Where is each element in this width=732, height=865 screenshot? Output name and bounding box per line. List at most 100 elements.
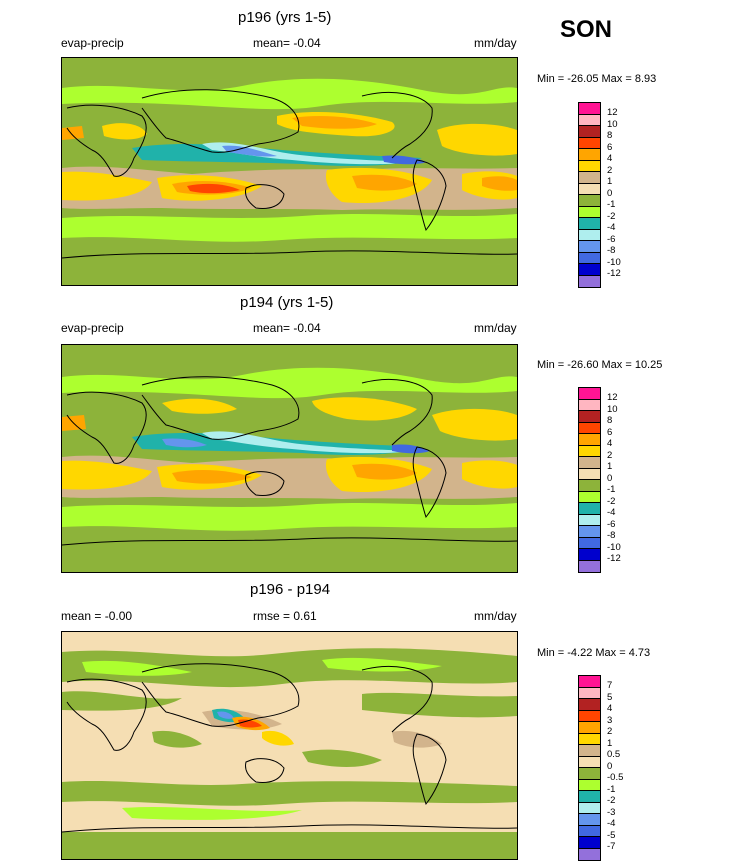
colorbar-swatch <box>579 195 600 207</box>
colorbar-swatch <box>579 229 600 241</box>
panel2-title: p194 (yrs 1-5) <box>240 294 334 311</box>
colorbar-label: 6 <box>607 141 613 153</box>
colorbar-swatch <box>579 252 600 264</box>
colorbar-label: 2 <box>607 449 613 461</box>
colorbar-label: 1 <box>607 461 613 472</box>
colorbar-swatch <box>579 814 600 826</box>
panel1-minmax: Min = -26.05 Max = 8.93 <box>537 73 657 85</box>
panel3-minmax: Min = -4.22 Max = 4.73 <box>537 647 651 659</box>
colorbar-swatch <box>579 457 600 469</box>
colorbar-label: -1 <box>607 199 616 210</box>
colorbar-label: -5 <box>607 829 616 841</box>
colorbar-label: 0.5 <box>607 749 621 760</box>
colorbar-swatch <box>579 183 600 195</box>
panel1-colorbar <box>578 102 601 288</box>
season-label: SON <box>560 16 613 43</box>
colorbar-swatch <box>579 480 600 492</box>
colorbar-label: -4 <box>607 818 616 829</box>
colorbar-swatch <box>579 160 600 172</box>
colorbar-swatch <box>579 791 600 803</box>
colorbar-label: 5 <box>607 691 613 703</box>
colorbar-label: 4 <box>607 703 613 714</box>
colorbar-label: -10 <box>607 541 621 553</box>
colorbar-swatch <box>579 745 600 757</box>
panel1-variable-label: evap-precip <box>61 36 124 50</box>
colorbar-swatch <box>579 206 600 218</box>
colorbar-label: -1 <box>607 484 616 495</box>
colorbar-swatch <box>579 218 600 230</box>
colorbar-swatch <box>579 733 600 745</box>
colorbar-swatch <box>579 149 600 161</box>
colorbar-swatch <box>579 560 600 572</box>
colorbar-label: 8 <box>607 415 613 426</box>
colorbar-swatch <box>579 514 600 526</box>
panel2-minmax: Min = -26.60 Max = 10.25 <box>537 359 663 371</box>
colorbar-label: 10 <box>607 403 618 415</box>
panel1-title: p196 (yrs 1-5) <box>238 9 332 26</box>
colorbar-label: 12 <box>607 107 618 118</box>
panel1-mean-label: mean= -0.04 <box>253 36 321 50</box>
panel2-mean-label: mean= -0.04 <box>253 321 321 335</box>
colorbar-label: -0.5 <box>607 772 624 783</box>
colorbar-swatch <box>579 676 600 688</box>
colorbar-label: -8 <box>607 245 616 256</box>
colorbar-swatch <box>579 434 600 446</box>
colorbar-swatch <box>579 503 600 515</box>
colorbar-swatch <box>579 756 600 768</box>
colorbar-label: -3 <box>607 806 616 818</box>
colorbar-swatch <box>579 768 600 780</box>
colorbar-swatch <box>579 126 600 138</box>
panel2-map <box>61 344 518 573</box>
colorbar-swatch <box>579 399 600 411</box>
colorbar-label: -2 <box>607 210 616 222</box>
colorbar-swatch <box>579 445 600 457</box>
panel3-map <box>61 631 518 860</box>
panel1-units-label: mm/day <box>474 36 517 50</box>
colorbar-label: 1 <box>607 176 613 187</box>
colorbar-swatch <box>579 114 600 126</box>
panel3-map-field <box>62 632 517 859</box>
colorbar-label: 1 <box>607 737 613 749</box>
colorbar-swatch <box>579 103 600 115</box>
colorbar-label: 6 <box>607 426 613 438</box>
colorbar-label: 0 <box>607 472 613 484</box>
colorbar-label: -2 <box>607 795 616 806</box>
colorbar-label: -1 <box>607 783 616 795</box>
colorbar-swatch <box>579 275 600 287</box>
colorbar-label: 3 <box>607 714 613 726</box>
colorbar-swatch <box>579 710 600 722</box>
colorbar-swatch <box>579 264 600 276</box>
colorbar-label: 2 <box>607 726 613 737</box>
colorbar-swatch <box>579 825 600 837</box>
colorbar-label: -10 <box>607 256 621 268</box>
colorbar-label: 12 <box>607 392 618 403</box>
colorbar-label: -12 <box>607 268 621 279</box>
colorbar-swatch <box>579 422 600 434</box>
colorbar-label: -2 <box>607 495 616 507</box>
colorbar-swatch <box>579 137 600 149</box>
colorbar-label: 0 <box>607 187 613 199</box>
panel3-rmse-label: rmse = 0.61 <box>253 609 317 623</box>
colorbar-label: 7 <box>607 680 613 691</box>
colorbar-label: 8 <box>607 130 613 141</box>
colorbar-swatch <box>579 491 600 503</box>
panel3-title: p196 - p194 <box>250 581 331 598</box>
colorbar-swatch <box>579 549 600 561</box>
panel1-map <box>61 57 518 286</box>
colorbar-label: -4 <box>607 222 616 233</box>
panel2-map-field <box>62 345 517 572</box>
colorbar-label: 4 <box>607 438 613 449</box>
colorbar-swatch <box>579 172 600 184</box>
panel2-variable-label: evap-precip <box>61 321 124 335</box>
colorbar-swatch <box>579 699 600 711</box>
colorbar-swatch <box>579 848 600 860</box>
panel1-map-field <box>62 58 517 285</box>
panel3-colorbar <box>578 675 601 861</box>
colorbar-label: 0 <box>607 760 613 772</box>
panel3-units-label: mm/day <box>474 609 517 623</box>
colorbar-label: -12 <box>607 553 621 564</box>
colorbar-swatch <box>579 687 600 699</box>
colorbar-swatch <box>579 802 600 814</box>
colorbar-label: -6 <box>607 518 616 530</box>
colorbar-label: 4 <box>607 153 613 164</box>
